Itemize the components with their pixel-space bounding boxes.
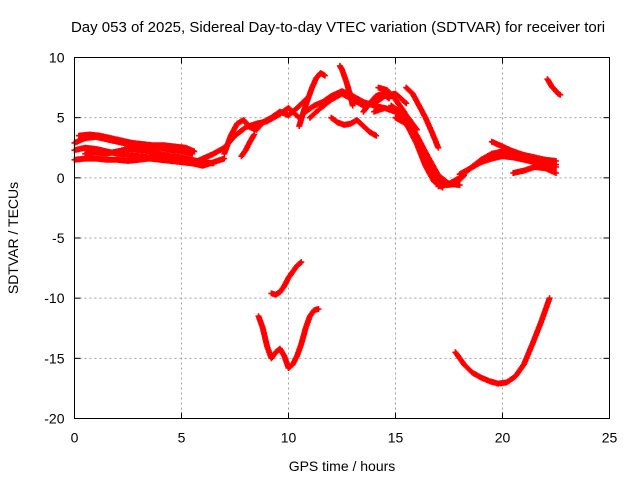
y-axis-label: SDTVAR / TECUs — [5, 182, 21, 294]
series-track-u — [456, 148, 559, 178]
axis-ticks: 0 5 10 15 20 25 -20 -15 -10 -5 0 5 10 — [44, 50, 617, 446]
grid — [74, 57, 610, 419]
series-track-aa — [452, 295, 553, 387]
y-tick-label: -20 — [44, 411, 64, 427]
series-track-l — [336, 62, 356, 109]
plus-marker-trace — [336, 62, 356, 109]
plus-marker-trace — [403, 84, 442, 151]
x-tick-label: 10 — [281, 430, 297, 446]
plus-marker-trace — [75, 131, 198, 155]
plus-marker-trace — [238, 131, 258, 160]
series-track-z — [268, 259, 305, 298]
x-tick-label: 25 — [602, 430, 618, 446]
plus-marker-trace — [544, 76, 564, 98]
x-tick-label: 20 — [495, 430, 511, 446]
series-track-g — [221, 96, 309, 157]
y-tick-label: 0 — [57, 170, 65, 186]
series-track-v — [488, 138, 559, 164]
series-track-w — [510, 164, 559, 176]
series-track-d — [75, 131, 198, 155]
series-track-h — [238, 131, 258, 160]
series-track-s — [403, 84, 442, 151]
chart-title: Day 053 of 2025, Sidereal Day-to-day VTE… — [71, 19, 605, 36]
y-tick-label: -5 — [52, 230, 65, 246]
series-track-i — [296, 70, 328, 130]
y-tick-label: 10 — [49, 50, 65, 66]
plus-marker-trace — [255, 306, 322, 371]
series-track-x — [544, 76, 564, 98]
series-track-r — [388, 102, 446, 191]
series-track-y — [255, 306, 322, 371]
plus-marker-trace — [456, 148, 559, 178]
y-tick-label: -15 — [44, 350, 64, 366]
y-tick-label: 5 — [57, 110, 65, 126]
plot-frame — [74, 57, 610, 419]
plus-marker-trace — [452, 295, 553, 387]
x-axis-label: GPS time / hours — [289, 458, 396, 474]
x-tick-label: 15 — [388, 430, 404, 446]
plus-marker-trace — [488, 138, 559, 164]
data-points — [71, 62, 564, 387]
plus-marker-trace — [268, 259, 305, 298]
y-tick-label: -10 — [44, 290, 64, 306]
plus-marker-trace — [360, 90, 393, 115]
series-track-m — [328, 114, 380, 139]
plus-marker-trace — [388, 102, 446, 191]
plus-marker-trace — [328, 114, 380, 139]
plus-marker-trace — [510, 164, 559, 176]
plus-marker-trace — [221, 96, 309, 157]
x-tick-label: 5 — [178, 430, 186, 446]
series-track-n — [360, 90, 393, 115]
x-tick-label: 0 — [71, 430, 79, 446]
plus-marker-trace — [296, 70, 328, 130]
